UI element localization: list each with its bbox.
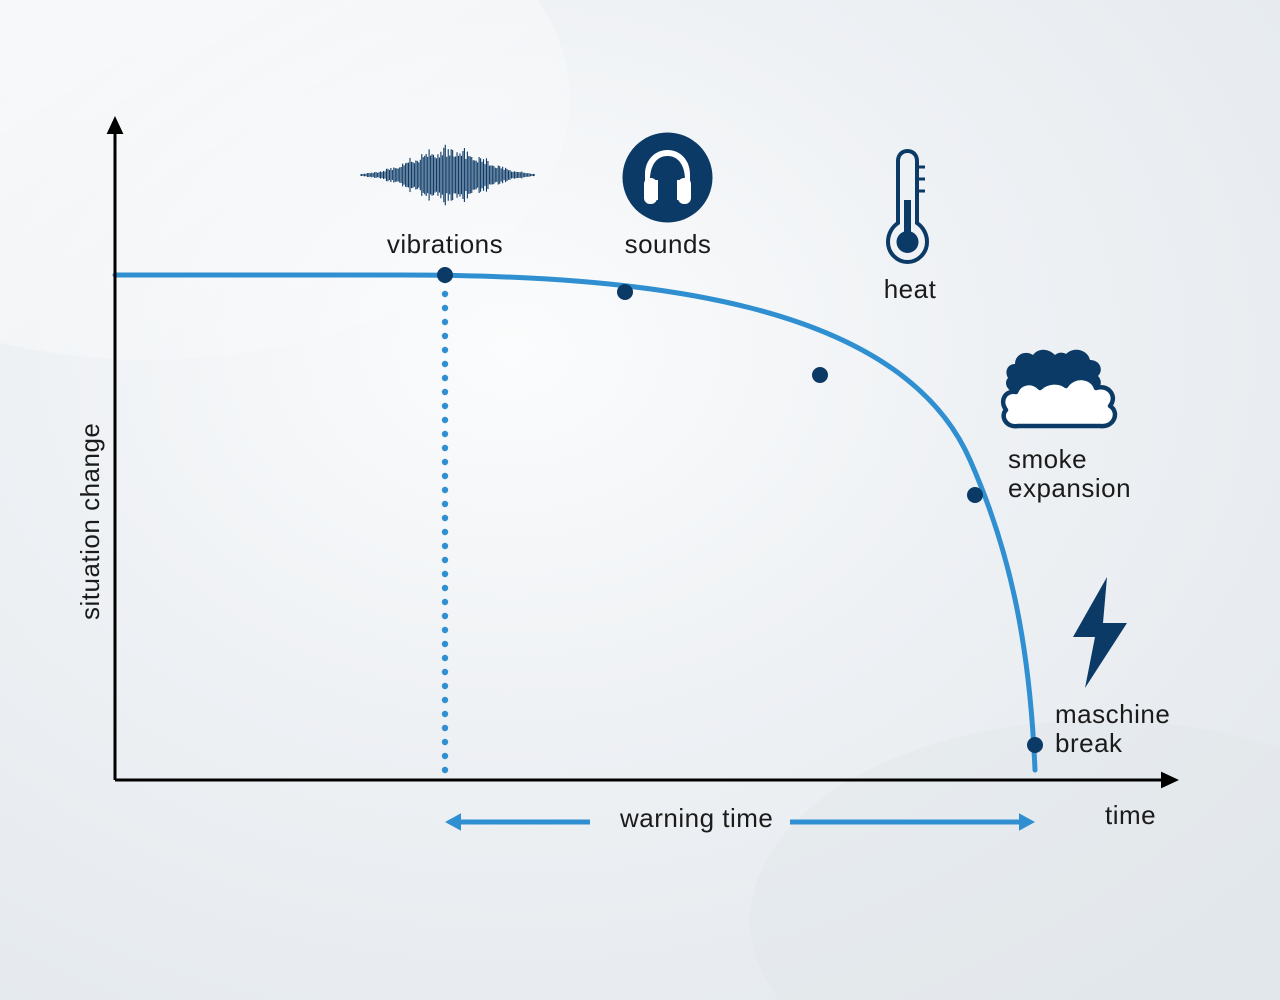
machine-break-label-text: maschine break (1055, 699, 1170, 758)
smoke-label-text: smoke expansion (1008, 444, 1131, 503)
sounds-icon (620, 130, 715, 225)
warning-time-label: warning time (620, 803, 773, 834)
heat-icon (880, 145, 935, 265)
machine-break-icon (1065, 575, 1135, 690)
dotted-guide-line (442, 277, 448, 773)
x-axis-label: time (1105, 800, 1156, 831)
degradation-curve (115, 275, 1035, 770)
heat-label: heat (870, 275, 950, 304)
smoke-icon (1000, 340, 1130, 435)
y-axis-label: situation change (75, 423, 106, 620)
smoke-label: smoke expansion (1008, 445, 1148, 502)
vibrations-icon (360, 140, 535, 210)
vibrations-label: vibrations (375, 230, 515, 259)
sounds-label: sounds (608, 230, 728, 259)
machine-break-label: maschine break (1055, 700, 1205, 757)
curve-points (437, 267, 1043, 753)
